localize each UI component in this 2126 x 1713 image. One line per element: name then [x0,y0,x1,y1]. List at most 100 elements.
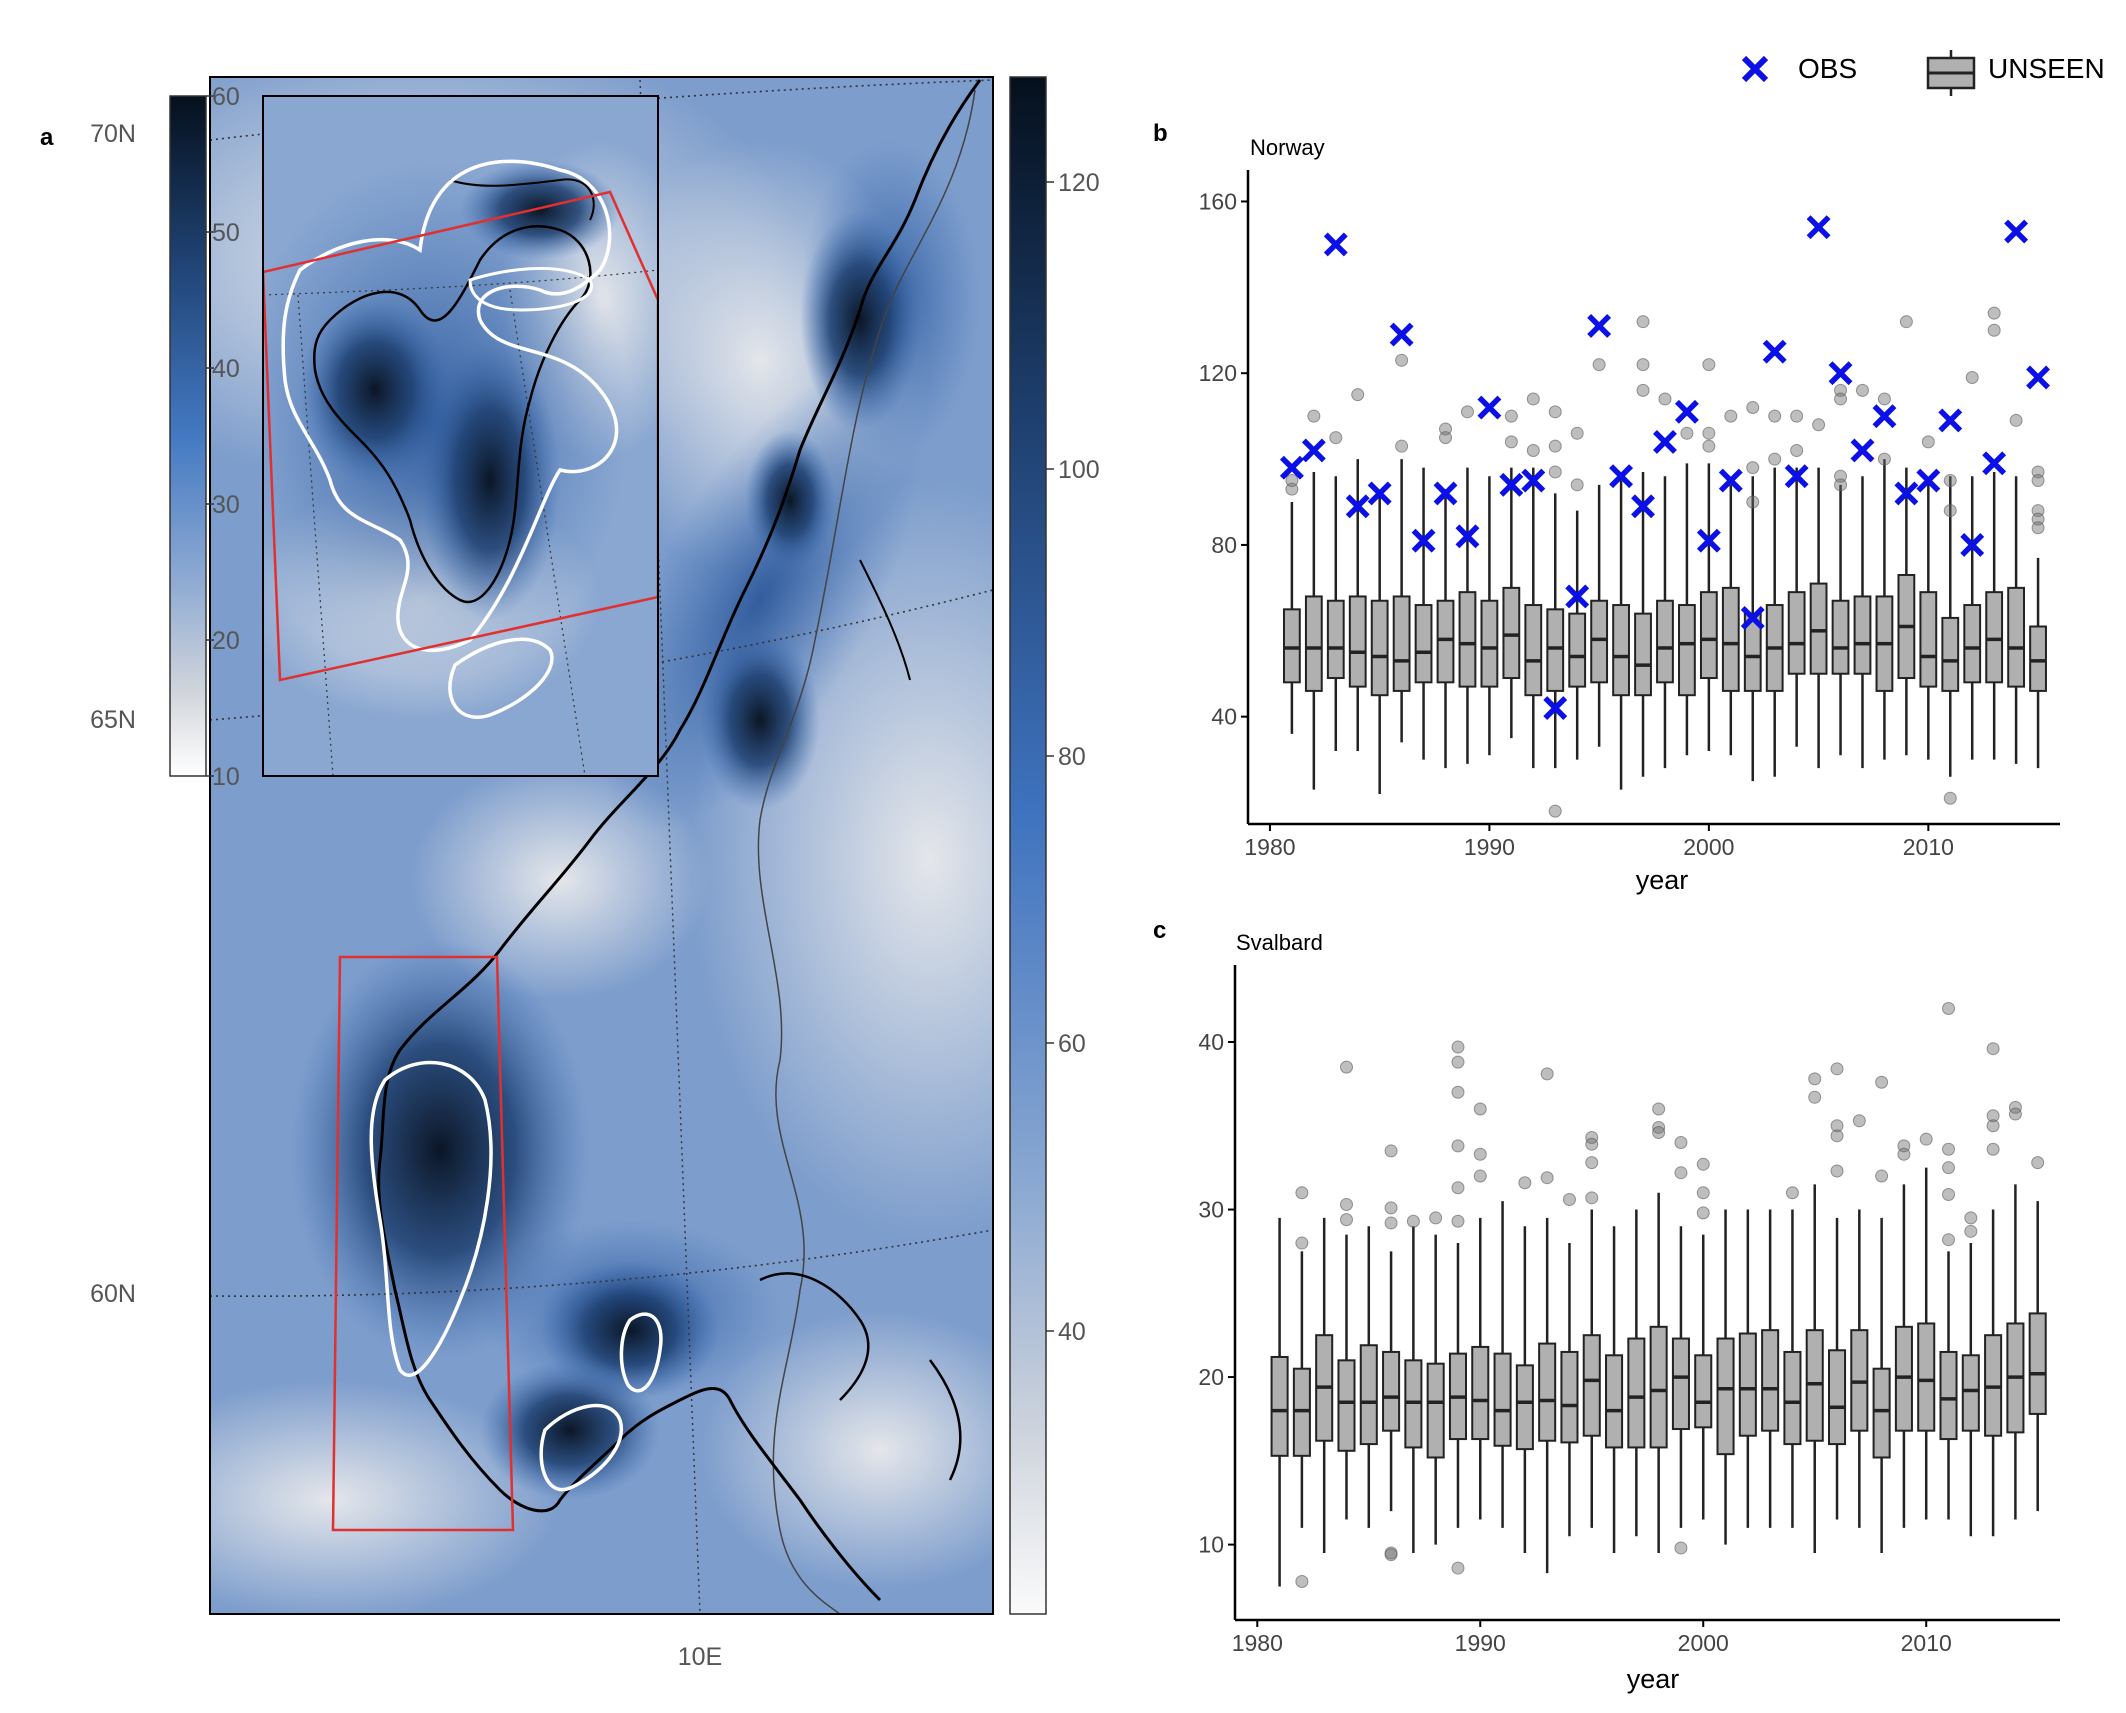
norway-box [1831,599,1850,675]
norway-obs-marker [1521,468,1546,493]
svalbard-box [1671,1337,1690,1431]
obs-cross-stroke [1828,361,1853,386]
legend-unseen-label: UNSEEN [1988,53,2105,84]
svalbard-box [1471,1345,1490,1441]
norway-obs-marker [1345,494,1370,519]
norway-outlier-point [1504,409,1518,423]
obs-cross-stroke [1499,472,1524,497]
norway-box [1678,604,1696,697]
svalbard-outlier-point [1808,1090,1822,1104]
lon-label-10e: 10E [678,1643,722,1671]
svalbard-outlier-point [1473,1169,1487,1183]
norway-box [1282,608,1301,684]
obs-cross-stroke [1718,468,1743,493]
svalbard-box [1560,1350,1579,1444]
svalbard-outlier-point [1942,1161,1956,1175]
obs-cross-stroke [1960,532,1985,557]
svalbard-box [1828,1349,1847,1446]
svalbard-box [1538,1342,1557,1442]
svalbard-outlier-point [1295,1236,1309,1250]
svalbard-outlier-point [1451,1561,1465,1575]
svalbard-outlier-point [1785,1186,1799,1200]
norway-obs-marker [1565,584,1590,609]
svalbard-outlier-point [1384,1216,1398,1230]
svalbard-y-tick-label: 10 [1198,1532,1224,1558]
norway-outlier-point [1526,443,1540,457]
norway-obs-marker [1587,314,1612,338]
obs-cross-stroke [1609,464,1634,489]
svalbard-outlier-point [2008,1100,2022,1114]
svalbard-outlier-point [1429,1211,1443,1225]
norway-x-tick-label: 1980 [1244,834,1295,860]
obs-cross-stroke [1784,464,1809,489]
norway-obs-marker [1960,532,1985,557]
norway-obs-marker [1609,464,1634,489]
inset-colorbar: 60 50 40 30 20 10 [169,83,240,791]
norway-obs-marker [1279,455,1304,480]
obs-cross-stroke [1279,455,1304,480]
norway-box [1590,599,1609,684]
inset-colorbar-tick-label: 20 [212,627,240,655]
norway-box [2029,625,2047,692]
svalbard-box [1716,1337,1735,1456]
obs-cross-stroke [1740,605,1765,630]
svalbard-outlier-point [2031,1156,2045,1170]
svalbard-outlier-point [1852,1114,1866,1128]
norway-outlier-point [1746,495,1760,509]
svalbard-box [1649,1325,1668,1449]
svalbard-outlier-point [1451,1055,1465,1069]
obs-cross-stroke [1543,696,1568,721]
svalbard-box [1627,1337,1646,1449]
obs-cross-stroke [1477,395,1502,420]
norway-outlier-point [1834,392,1848,406]
norway-box [1809,582,1828,675]
main-colorbar-tick-label: 80 [1058,743,1086,771]
obs-cross-stroke [1850,438,1875,463]
svalbard-outlier-point [1406,1214,1420,1228]
obs-cross-stroke [1806,215,1831,240]
svalbard-outlier-point [1585,1156,1599,1170]
svalbard-outlier-point [1295,1574,1309,1588]
obs-cross-stroke [1894,481,1919,506]
norway-box [1502,586,1521,680]
svalbard-outlier-point [1473,1147,1487,1161]
obs-cross-stroke [1587,314,1612,338]
norway-outlier-point [1395,439,1409,453]
svalbard-box [1738,1332,1757,1437]
svalbard-box [1270,1355,1289,1457]
svalbard-outlier-point [1451,1040,1465,1054]
svalbard-outlier-point [1942,1142,1956,1156]
svalbard-outlier-point [1942,1002,1956,1016]
norway-obs-marker [1433,481,1458,506]
norway-outlier-point [1702,439,1716,453]
obs-cross-stroke [1938,408,1963,433]
svalbard-outlier-point [1964,1224,1978,1238]
norway-outlier-point [1877,452,1891,466]
svalbard-outlier-point [1696,1157,1710,1171]
svalbard-outlier-point [1540,1067,1554,1081]
obs-cross-stroke [1565,584,1590,609]
svalbard-box [1382,1350,1401,1432]
lat-label-70n: 70N [90,120,136,148]
svalbard-box [1761,1329,1780,1432]
norway-box [1458,591,1477,688]
norway-box [1787,591,1806,675]
obs-cross-stroke [1301,438,1326,463]
x-axis-label-norway: year [1636,865,1689,895]
obs-cross-stroke [1367,481,1392,506]
main-colorbar-tick-label: 100 [1058,456,1100,484]
norway-obs-marker [1455,524,1480,549]
norway-obs-marker [1806,215,1831,240]
norway-box [1919,591,1938,688]
obs-cross-stroke [1872,404,1897,429]
norway-obs-marker [1653,429,1677,454]
norway-obs-marker [1367,481,1392,506]
norway-obs-marker [1674,399,1699,424]
legend-obs-marker [1741,55,1769,83]
svalbard-outlier-point [1585,1191,1599,1205]
legend-unseen-marker [1926,50,1976,96]
svalbard-outlier-point [1875,1169,1889,1183]
norway-box [1743,612,1762,692]
norway-obs-marker [1850,438,1875,463]
